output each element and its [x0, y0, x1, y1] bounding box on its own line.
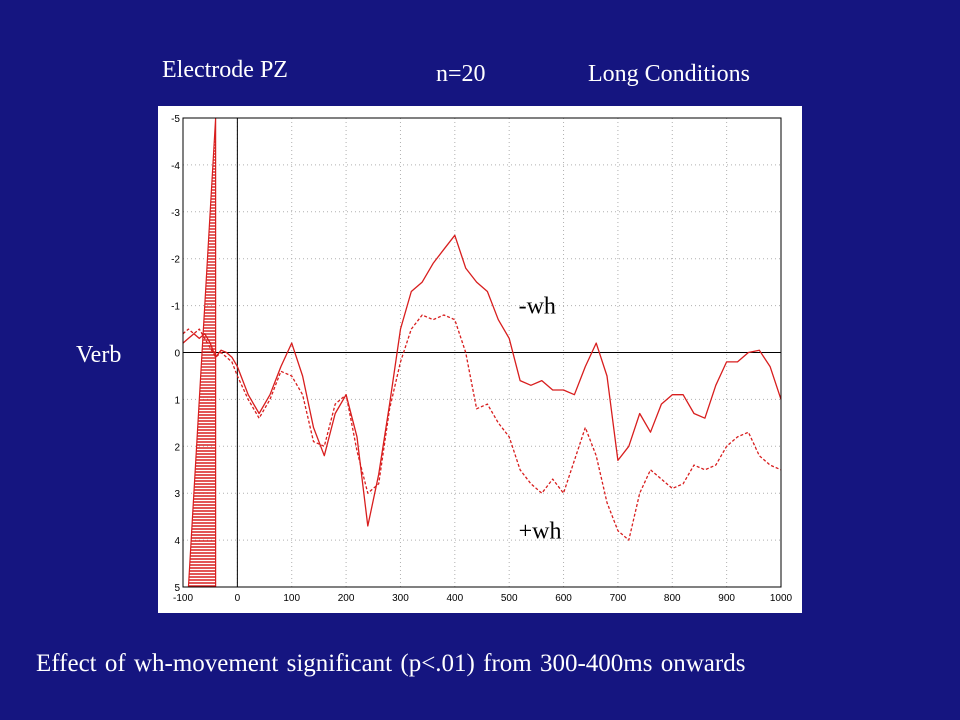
y-tick-label: -2 — [171, 255, 180, 266]
y-tick-label: -4 — [171, 161, 180, 172]
y-tick-label: 4 — [174, 536, 180, 547]
x-tick-label: 200 — [338, 593, 355, 604]
y-tick-label: -3 — [171, 208, 180, 219]
caption: Effect of wh-movement significant (p<.01… — [36, 650, 746, 677]
y-tick-label: -5 — [171, 114, 180, 125]
series-group — [182, 234, 782, 541]
x-tick-label: 500 — [501, 593, 518, 604]
y-tick-label: 3 — [174, 489, 180, 500]
x-tick-label: 700 — [610, 593, 627, 604]
series-line-minus-wh — [182, 234, 782, 527]
x-tick-label: 400 — [446, 593, 463, 604]
y-tick-label: 2 — [174, 442, 180, 453]
electrode-title: Electrode PZ — [162, 57, 288, 83]
y-tick-label: -1 — [171, 302, 180, 313]
annotation-label: +wh — [519, 519, 562, 545]
y-tick-label: 1 — [174, 395, 180, 406]
x-tick-label: 0 — [235, 593, 241, 604]
x-tick-label: 1000 — [770, 593, 793, 604]
calibration-marker — [187, 117, 217, 588]
series-line-plus-wh — [182, 314, 782, 541]
plot-frame — [182, 117, 782, 588]
sample-size-label: n=20 — [436, 61, 486, 87]
x-tick-label: -100 — [173, 593, 193, 604]
annotation-label: -wh — [519, 294, 556, 320]
plot-background — [158, 106, 802, 613]
grid — [182, 117, 782, 588]
x-tick-label: 800 — [664, 593, 681, 604]
y-tick-label: 5 — [174, 583, 180, 594]
x-tick-label: 600 — [555, 593, 572, 604]
tick-labels: -100 0 100 200 300 400 500 600 700 800 900 1000 -5 -4… — [171, 114, 792, 604]
x-tick-label: 900 — [718, 593, 735, 604]
x-tick-label: 300 — [392, 593, 409, 604]
row-label-verb: Verb — [76, 342, 122, 368]
conditions-label: Long Conditions — [588, 61, 751, 87]
y-tick-label: 0 — [174, 349, 180, 360]
x-tick-label: 100 — [283, 593, 300, 604]
annotations: -wh +wh — [519, 294, 562, 545]
